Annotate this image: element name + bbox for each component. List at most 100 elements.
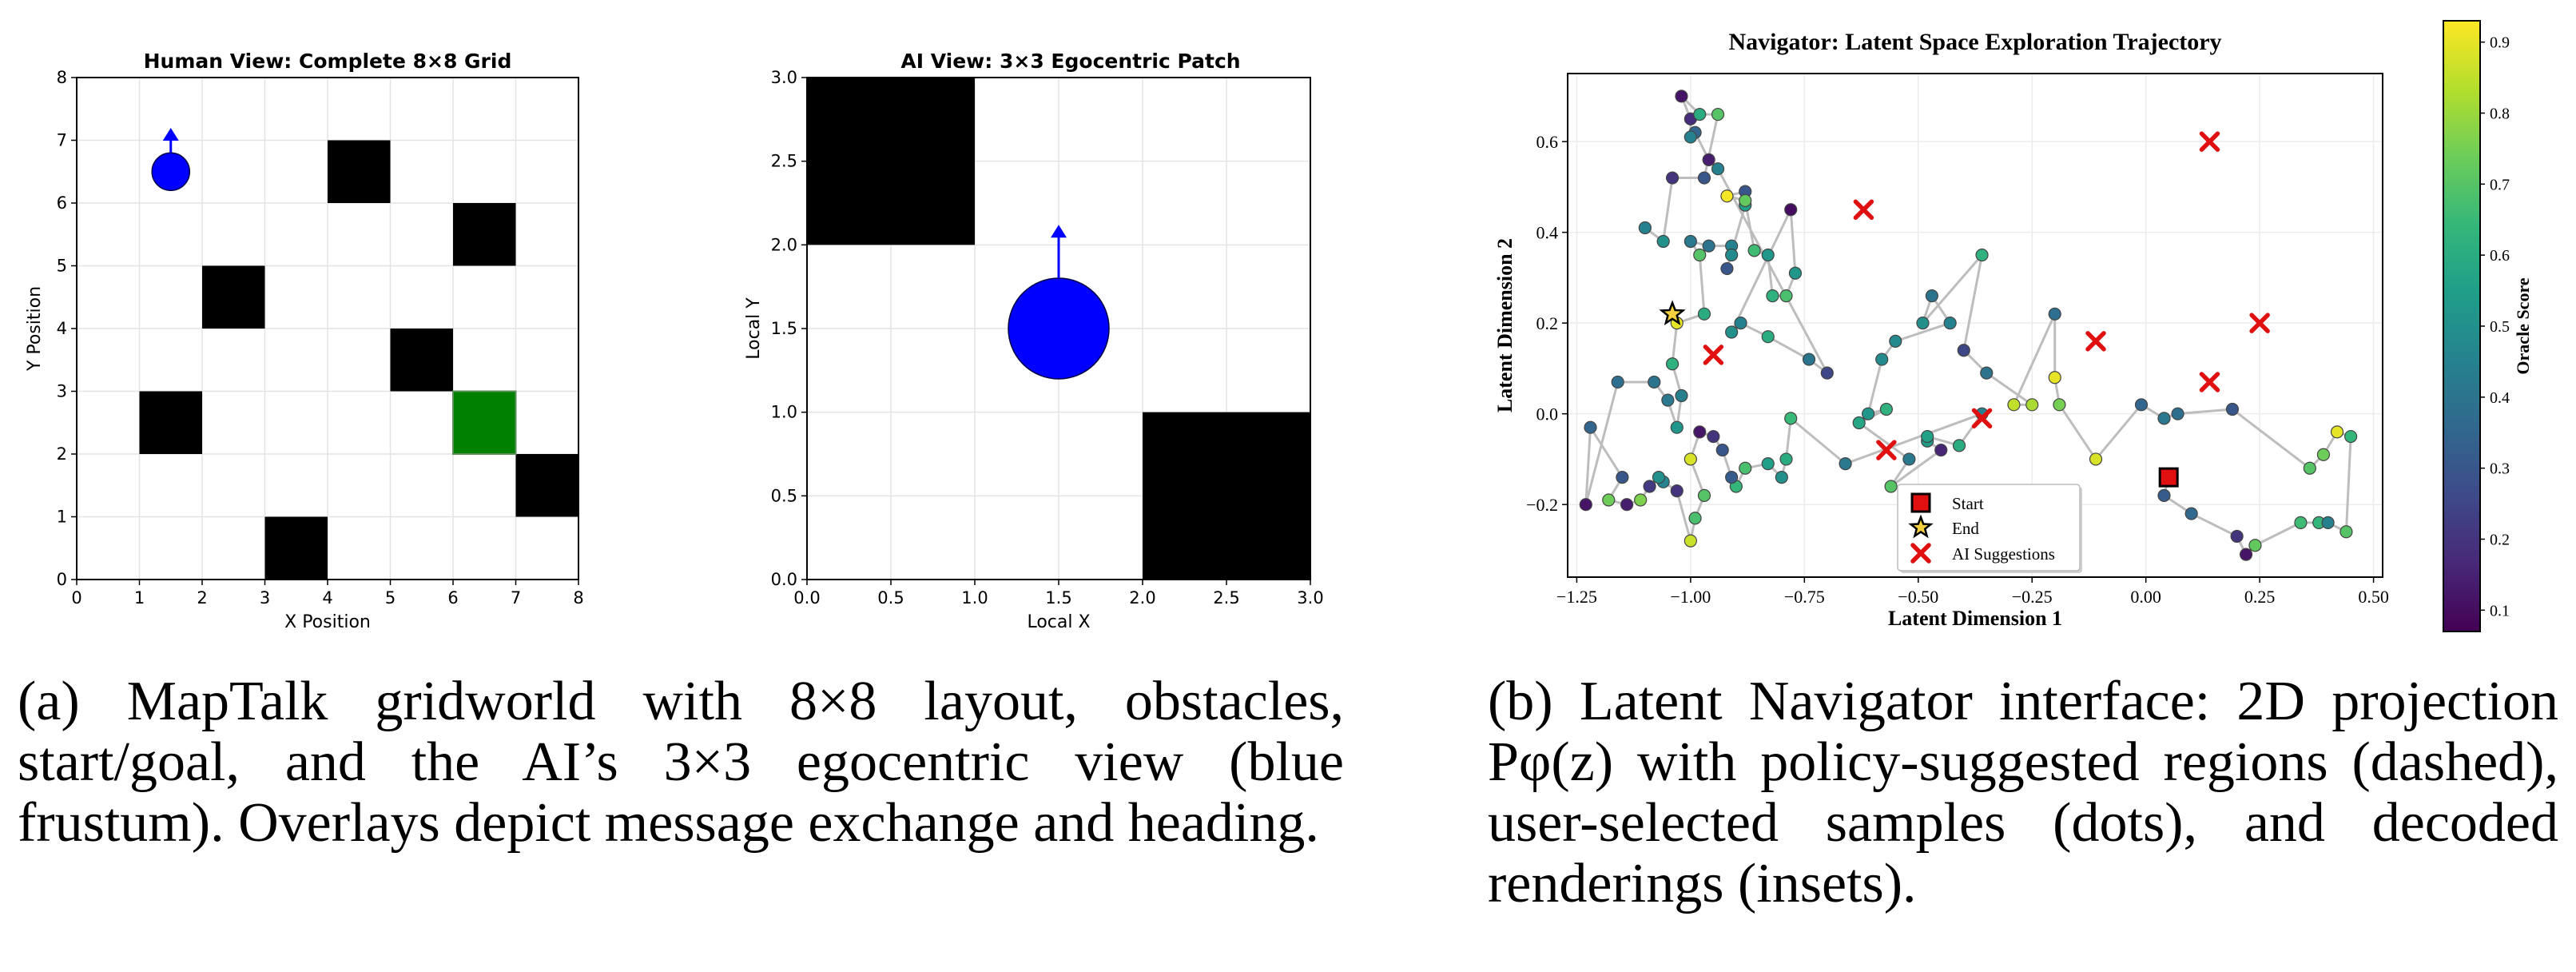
trajectory-point <box>1697 171 1711 185</box>
ai-view-title: AI View: 3×3 Egocentric Patch <box>900 50 1240 73</box>
trajectory-point <box>1661 393 1675 407</box>
ai-suggestion-marker <box>2085 331 2106 352</box>
human-view-ytick-label: 4 <box>57 319 67 338</box>
trajectory-point <box>1980 366 1994 380</box>
trajectory-point <box>1711 107 1725 122</box>
human-view-obstacle-cell <box>390 329 453 392</box>
navigator-xtick-label: 0.50 <box>2358 587 2389 607</box>
trajectory-point <box>1925 289 1938 303</box>
trajectory-point <box>1584 420 1597 434</box>
human-view-obstacle-cell <box>139 391 202 454</box>
ai-suggestion-marker <box>2199 372 2220 392</box>
trajectory-point <box>1957 344 1970 357</box>
trajectory-point <box>2294 516 2308 529</box>
human-view-obstacle-cell <box>515 454 578 517</box>
navigator-ylabel: Latent Dimension 2 <box>1493 238 1517 412</box>
trajectory-point <box>1602 493 1616 507</box>
human-view-heading-arrowhead <box>162 128 179 141</box>
ai-view-xtick-label: 1.5 <box>1045 588 1071 608</box>
trajectory-point <box>1775 471 1788 484</box>
trajectory-point <box>2089 452 2103 466</box>
trajectory-point <box>1739 461 1752 475</box>
legend-label: End <box>1952 519 1979 538</box>
ai-view-xlabel: Local X <box>1027 612 1090 632</box>
ai-suggestion-marker <box>1703 345 1724 365</box>
trajectory-point <box>1670 484 1684 498</box>
human-view-ytick-label: 1 <box>57 508 67 527</box>
trajectory-point <box>1643 480 1656 493</box>
trajectory-point <box>1952 439 1966 452</box>
human-view-obstacle-cell <box>328 140 391 203</box>
trajectory-point <box>1648 375 1661 389</box>
ai-suggestion-marker <box>1876 440 1897 460</box>
ai-view-obstacle-cell <box>807 78 975 245</box>
human-view-ylabel: Y Position <box>25 286 45 372</box>
trajectory-point <box>1861 407 1875 420</box>
trajectory-point <box>2007 398 2021 412</box>
figure-canvas: Human View: Complete 8×8 Grid X Position… <box>25 20 2533 632</box>
trajectory-point <box>1707 429 1720 444</box>
trajectory-point <box>1638 221 1652 235</box>
ai-view-ytick-label: 0.0 <box>771 570 797 589</box>
trajectory-point <box>1875 353 1889 366</box>
trajectory-point <box>1734 317 1747 330</box>
ai-view-ytick-label: 3.0 <box>771 68 797 87</box>
navigator-xtick-label: −1.00 <box>1670 587 1711 607</box>
trajectory-point <box>1675 90 1688 103</box>
colorbar-label: Oracle Score <box>2513 277 2533 374</box>
navigator-title: Navigator: Latent Space Exploration Traj… <box>1728 29 2221 55</box>
trajectory-point <box>1670 420 1684 434</box>
ai-view-xtick-label: 0.0 <box>793 588 820 608</box>
trajectory-point <box>1761 330 1775 344</box>
trajectory-point <box>1725 471 1739 484</box>
trajectory-point <box>2339 525 2353 539</box>
trajectory-point <box>1943 317 1957 330</box>
ai-view-ytick-label: 0.5 <box>771 486 797 505</box>
human-view-ytick-label: 6 <box>57 193 67 213</box>
human-view-goal-cell <box>452 390 517 455</box>
ai-suggestion-marker <box>2249 313 2270 333</box>
trajectory-point <box>1720 261 1734 276</box>
caption-b: (b) Latent Navigator interface: 2D proje… <box>1488 671 2558 914</box>
trajectory-point <box>2184 507 2198 520</box>
human-view-obstacle-cell <box>264 516 328 580</box>
trajectory-point <box>1720 189 1734 203</box>
trajectory-point <box>1788 266 1803 280</box>
ai-suggestion-marker <box>2199 131 2220 152</box>
trajectory-point <box>1684 534 1697 548</box>
trajectory-point <box>1879 402 1893 416</box>
trajectory-point <box>2344 429 2358 444</box>
ai-view-ytick-label: 1.0 <box>771 403 797 422</box>
caption-a: (a) MapTalk gridworld with 8×8 layout, o… <box>18 671 1344 854</box>
human-view-ytick-label: 5 <box>57 257 67 276</box>
navigator-xtick-label: 0.00 <box>2130 587 2161 607</box>
navigator-ytick-label: 0.0 <box>1536 404 1559 424</box>
human-view-xlabel: X Position <box>284 612 371 632</box>
ai-suggestion-marker <box>1853 199 1874 221</box>
colorbar-tick-label: 0.1 <box>2490 602 2510 619</box>
navigator-chart: Navigator: Latent Space Exploration Traj… <box>1493 20 2533 632</box>
trajectory-point <box>2316 448 2331 461</box>
navigator-ytick-label: 0.2 <box>1536 313 1559 333</box>
ai-view-heading-arrowhead <box>1051 225 1067 238</box>
human-view-ytick-label: 2 <box>57 444 67 464</box>
trajectory-point <box>1620 498 1634 512</box>
trajectory-point <box>1852 416 1866 430</box>
human-view-xtick-label: 8 <box>573 588 583 608</box>
human-view-title: Human View: Complete 8×8 Grid <box>144 50 512 73</box>
trajectory-point <box>2157 488 2171 502</box>
trajectory-point <box>1665 171 1680 185</box>
legend-label: AI Suggestions <box>1952 544 2055 564</box>
navigator-xtick-label: −0.50 <box>1898 587 1938 607</box>
trajectory-point <box>2225 402 2240 416</box>
human-view-xtick-label: 1 <box>134 588 145 608</box>
trajectory-point <box>2025 398 2039 412</box>
trajectory-point <box>1889 334 1902 348</box>
trajectory-point <box>1697 307 1711 321</box>
navigator-axes-frame <box>1567 73 2383 578</box>
human-view-xtick-label: 0 <box>71 588 81 608</box>
colorbar-tick-label: 0.8 <box>2490 105 2510 122</box>
colorbar-tick-label: 0.7 <box>2490 176 2510 193</box>
navigator-xlabel: Latent Dimension 1 <box>1888 607 2062 630</box>
start-marker <box>2158 467 2179 488</box>
